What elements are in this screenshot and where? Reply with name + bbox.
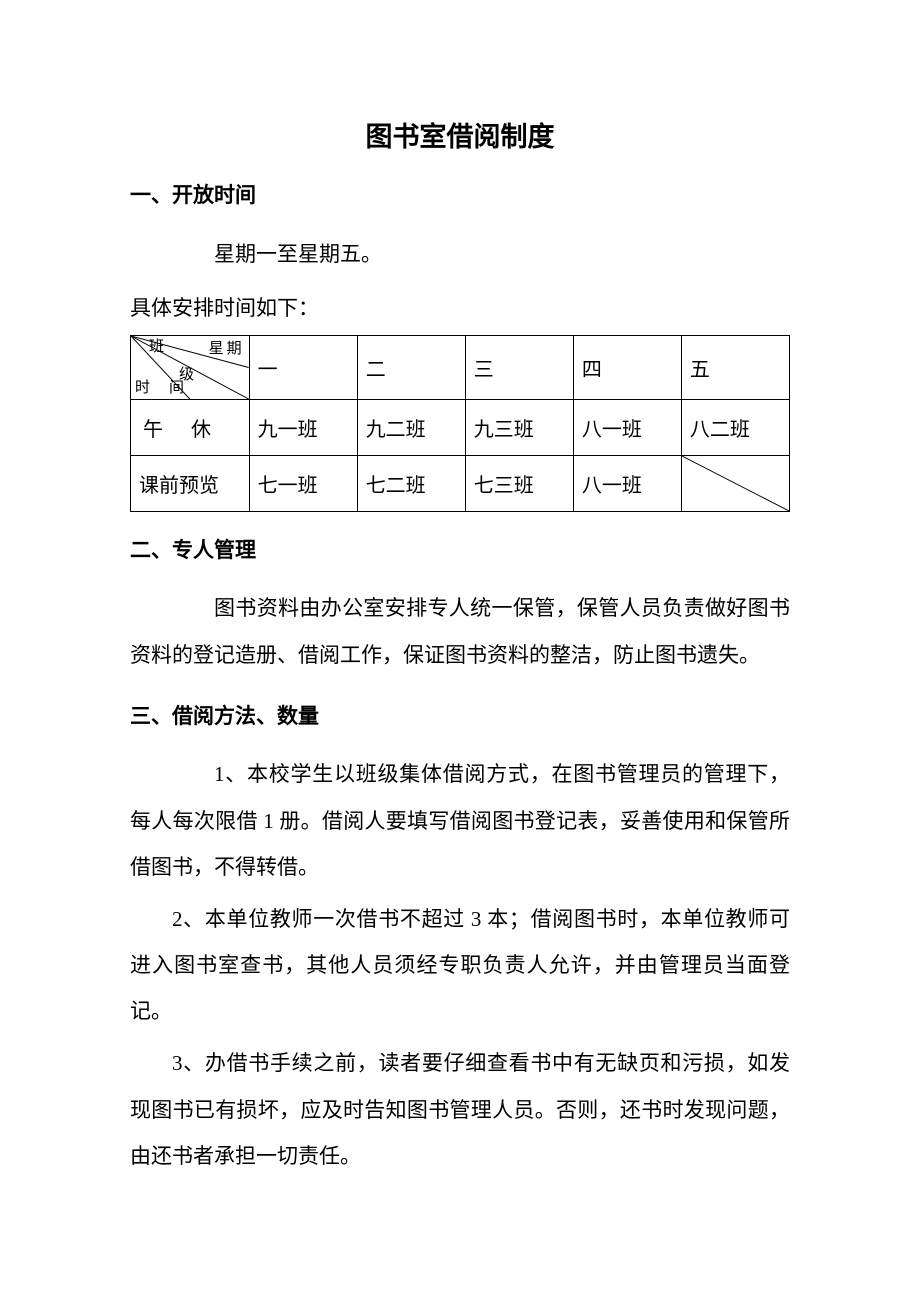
section-2-text: 图书资料由办公室安排专人统一保管，保管人员负责做好图书资料的登记造册、借阅工作，…	[130, 585, 790, 677]
corner-cell: 班 星期 级 时 间	[131, 335, 250, 399]
table-cell: 八二班	[681, 399, 789, 455]
schedule-intro: 具体安排时间如下：	[130, 287, 790, 329]
opening-time-text: 星期一至星期五。	[130, 231, 790, 277]
section-3-p1: 1、本校学生以班级集体借阅方式，在图书管理员的管理下，每人每次限借 1 册。借阅…	[130, 751, 790, 890]
schedule-table: 班 星期 级 时 间 一 二 三 四 五 午休 九一班 九二班 九三班 八一班 …	[130, 335, 790, 512]
empty-cell	[681, 455, 789, 511]
section-2-heading: 二、专人管理	[130, 534, 790, 568]
table-cell: 八一班	[573, 455, 681, 511]
table-cell: 九二班	[357, 399, 465, 455]
row-label: 课前预览	[131, 455, 250, 511]
col-header: 二	[357, 335, 465, 399]
corner-xingqi: 星期	[209, 342, 245, 357]
col-header: 一	[249, 335, 357, 399]
col-header: 五	[681, 335, 789, 399]
table-cell: 七三班	[465, 455, 573, 511]
corner-jian: 间	[169, 381, 187, 396]
table-cell: 八一班	[573, 399, 681, 455]
section-3-p3: 3、办借书手续之前，读者要仔细查看书中有无缺页和污损，如发现图书已有损坏，应及时…	[130, 1040, 790, 1179]
col-header: 三	[465, 335, 573, 399]
table-row: 午休 九一班 九二班 九三班 八一班 八二班	[131, 399, 790, 455]
page-title: 图书室借阅制度	[130, 115, 790, 154]
col-header: 四	[573, 335, 681, 399]
section-1-heading: 一、开放时间	[130, 179, 790, 213]
table-cell: 七一班	[249, 455, 357, 511]
table-cell: 七二班	[357, 455, 465, 511]
corner-shi: 时	[135, 381, 153, 396]
section-3-p2: 2、本单位教师一次借书不超过 3 本；借阅图书时，本单位教师可进入图书室查书，其…	[130, 896, 790, 1035]
table-cell: 九三班	[465, 399, 573, 455]
table-cell: 九一班	[249, 399, 357, 455]
table-row: 课前预览 七一班 七二班 七三班 八一班	[131, 455, 790, 511]
section-3-heading: 三、借阅方法、数量	[130, 700, 790, 734]
row-label: 午休	[131, 399, 250, 455]
table-header-row: 班 星期 级 时 间 一 二 三 四 五	[131, 335, 790, 399]
corner-ban: 班	[149, 340, 167, 355]
